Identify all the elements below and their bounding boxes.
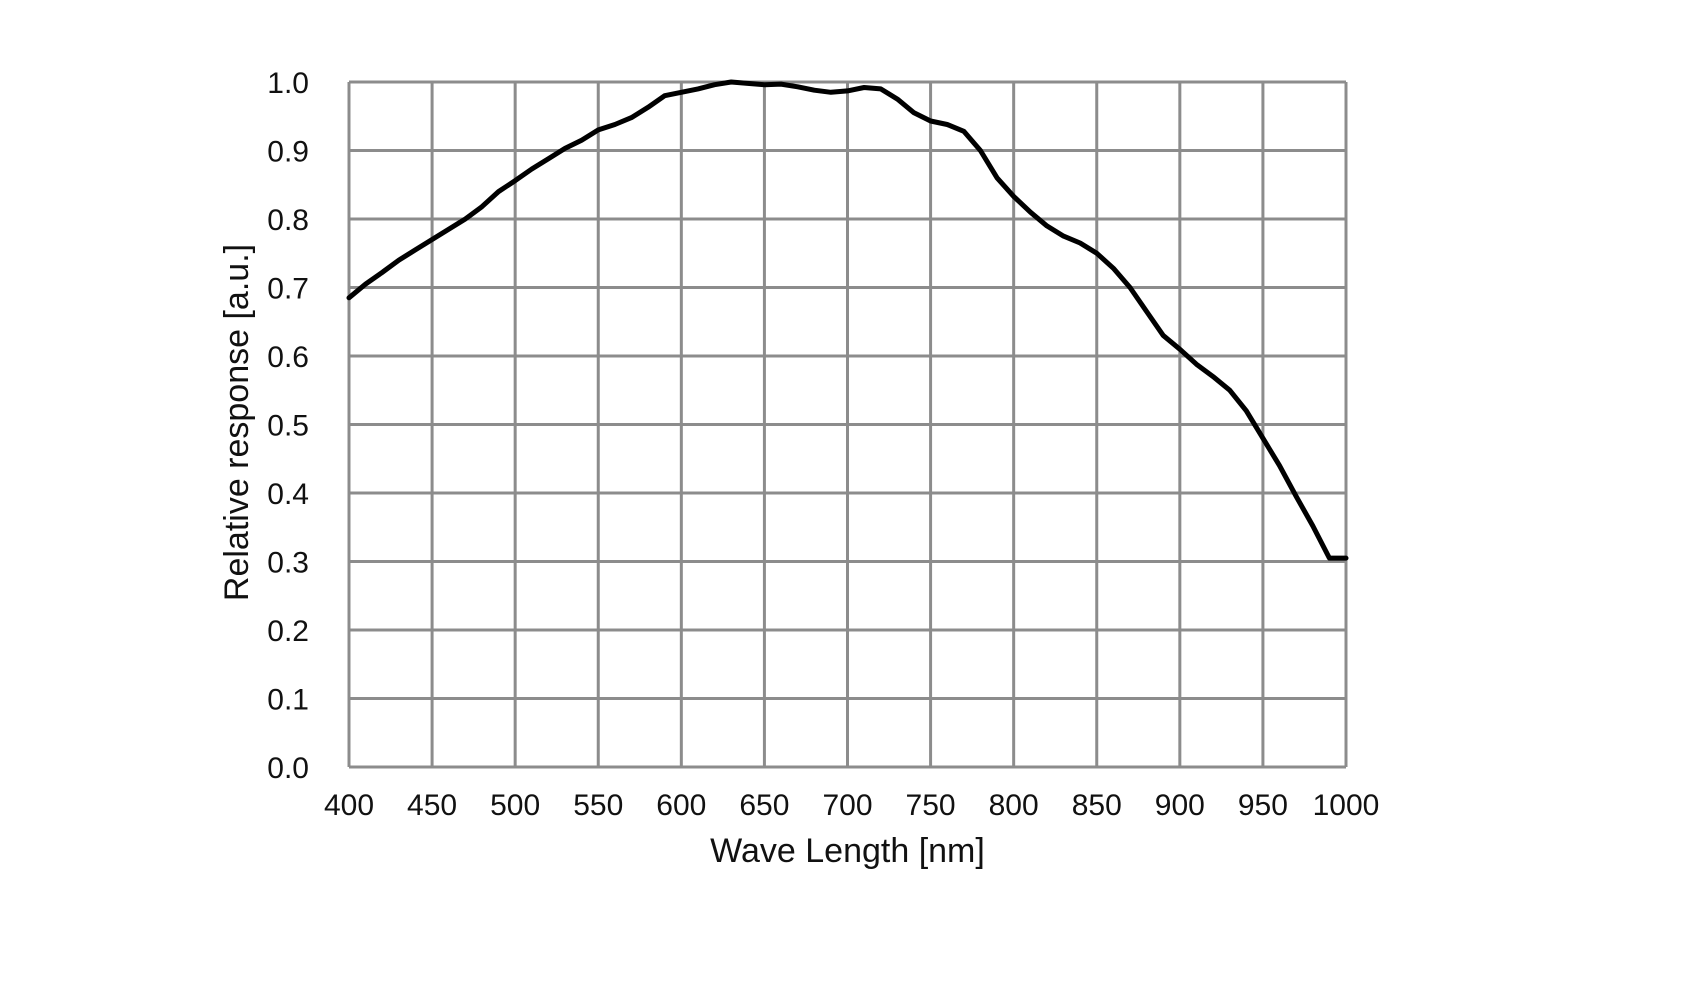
x-axis-ticks: 400 450 500 550 600 650 700 750 800 850 900 950 1000 — [324, 789, 1379, 822]
x-tick-label: 750 — [906, 789, 956, 822]
x-tick-label: 900 — [1155, 789, 1205, 822]
x-axis-title: Wave Length [nm] — [710, 832, 985, 870]
x-tick-label: 550 — [573, 789, 623, 822]
y-tick-label: 0.5 — [267, 410, 309, 443]
x-tick-label: 500 — [490, 789, 540, 822]
x-tick-label: 400 — [324, 789, 374, 822]
y-tick-label: 0.8 — [267, 204, 309, 237]
y-tick-label: 0.4 — [267, 478, 309, 511]
y-tick-label: 1.0 — [267, 67, 309, 100]
x-tick-label: 600 — [656, 789, 706, 822]
y-tick-label: 0.1 — [267, 684, 309, 717]
x-tick-label: 800 — [989, 789, 1039, 822]
y-tick-label: 0.2 — [267, 615, 309, 648]
x-tick-label: 950 — [1238, 789, 1288, 822]
x-tick-label: 1000 — [1313, 789, 1380, 822]
y-tick-label: 0.9 — [267, 136, 309, 169]
x-tick-label: 650 — [739, 789, 789, 822]
y-tick-label: 0.6 — [267, 341, 309, 374]
y-tick-label: 0.3 — [267, 547, 309, 580]
y-axis-ticks: 0.0 0.1 0.2 0.3 0.4 0.5 0.6 0.7 0.8 0.9 1.0 — [267, 67, 309, 785]
y-tick-label: 0.0 — [267, 752, 309, 785]
y-tick-label: 0.7 — [267, 273, 309, 306]
series-line-relative-response — [346, 79, 1349, 561]
y-axis-title: Relative response [a.u.] — [218, 244, 256, 601]
x-tick-label: 700 — [822, 789, 872, 822]
x-tick-label: 850 — [1072, 789, 1122, 822]
grid — [347, 80, 1348, 769]
x-tick-label: 450 — [407, 789, 457, 822]
